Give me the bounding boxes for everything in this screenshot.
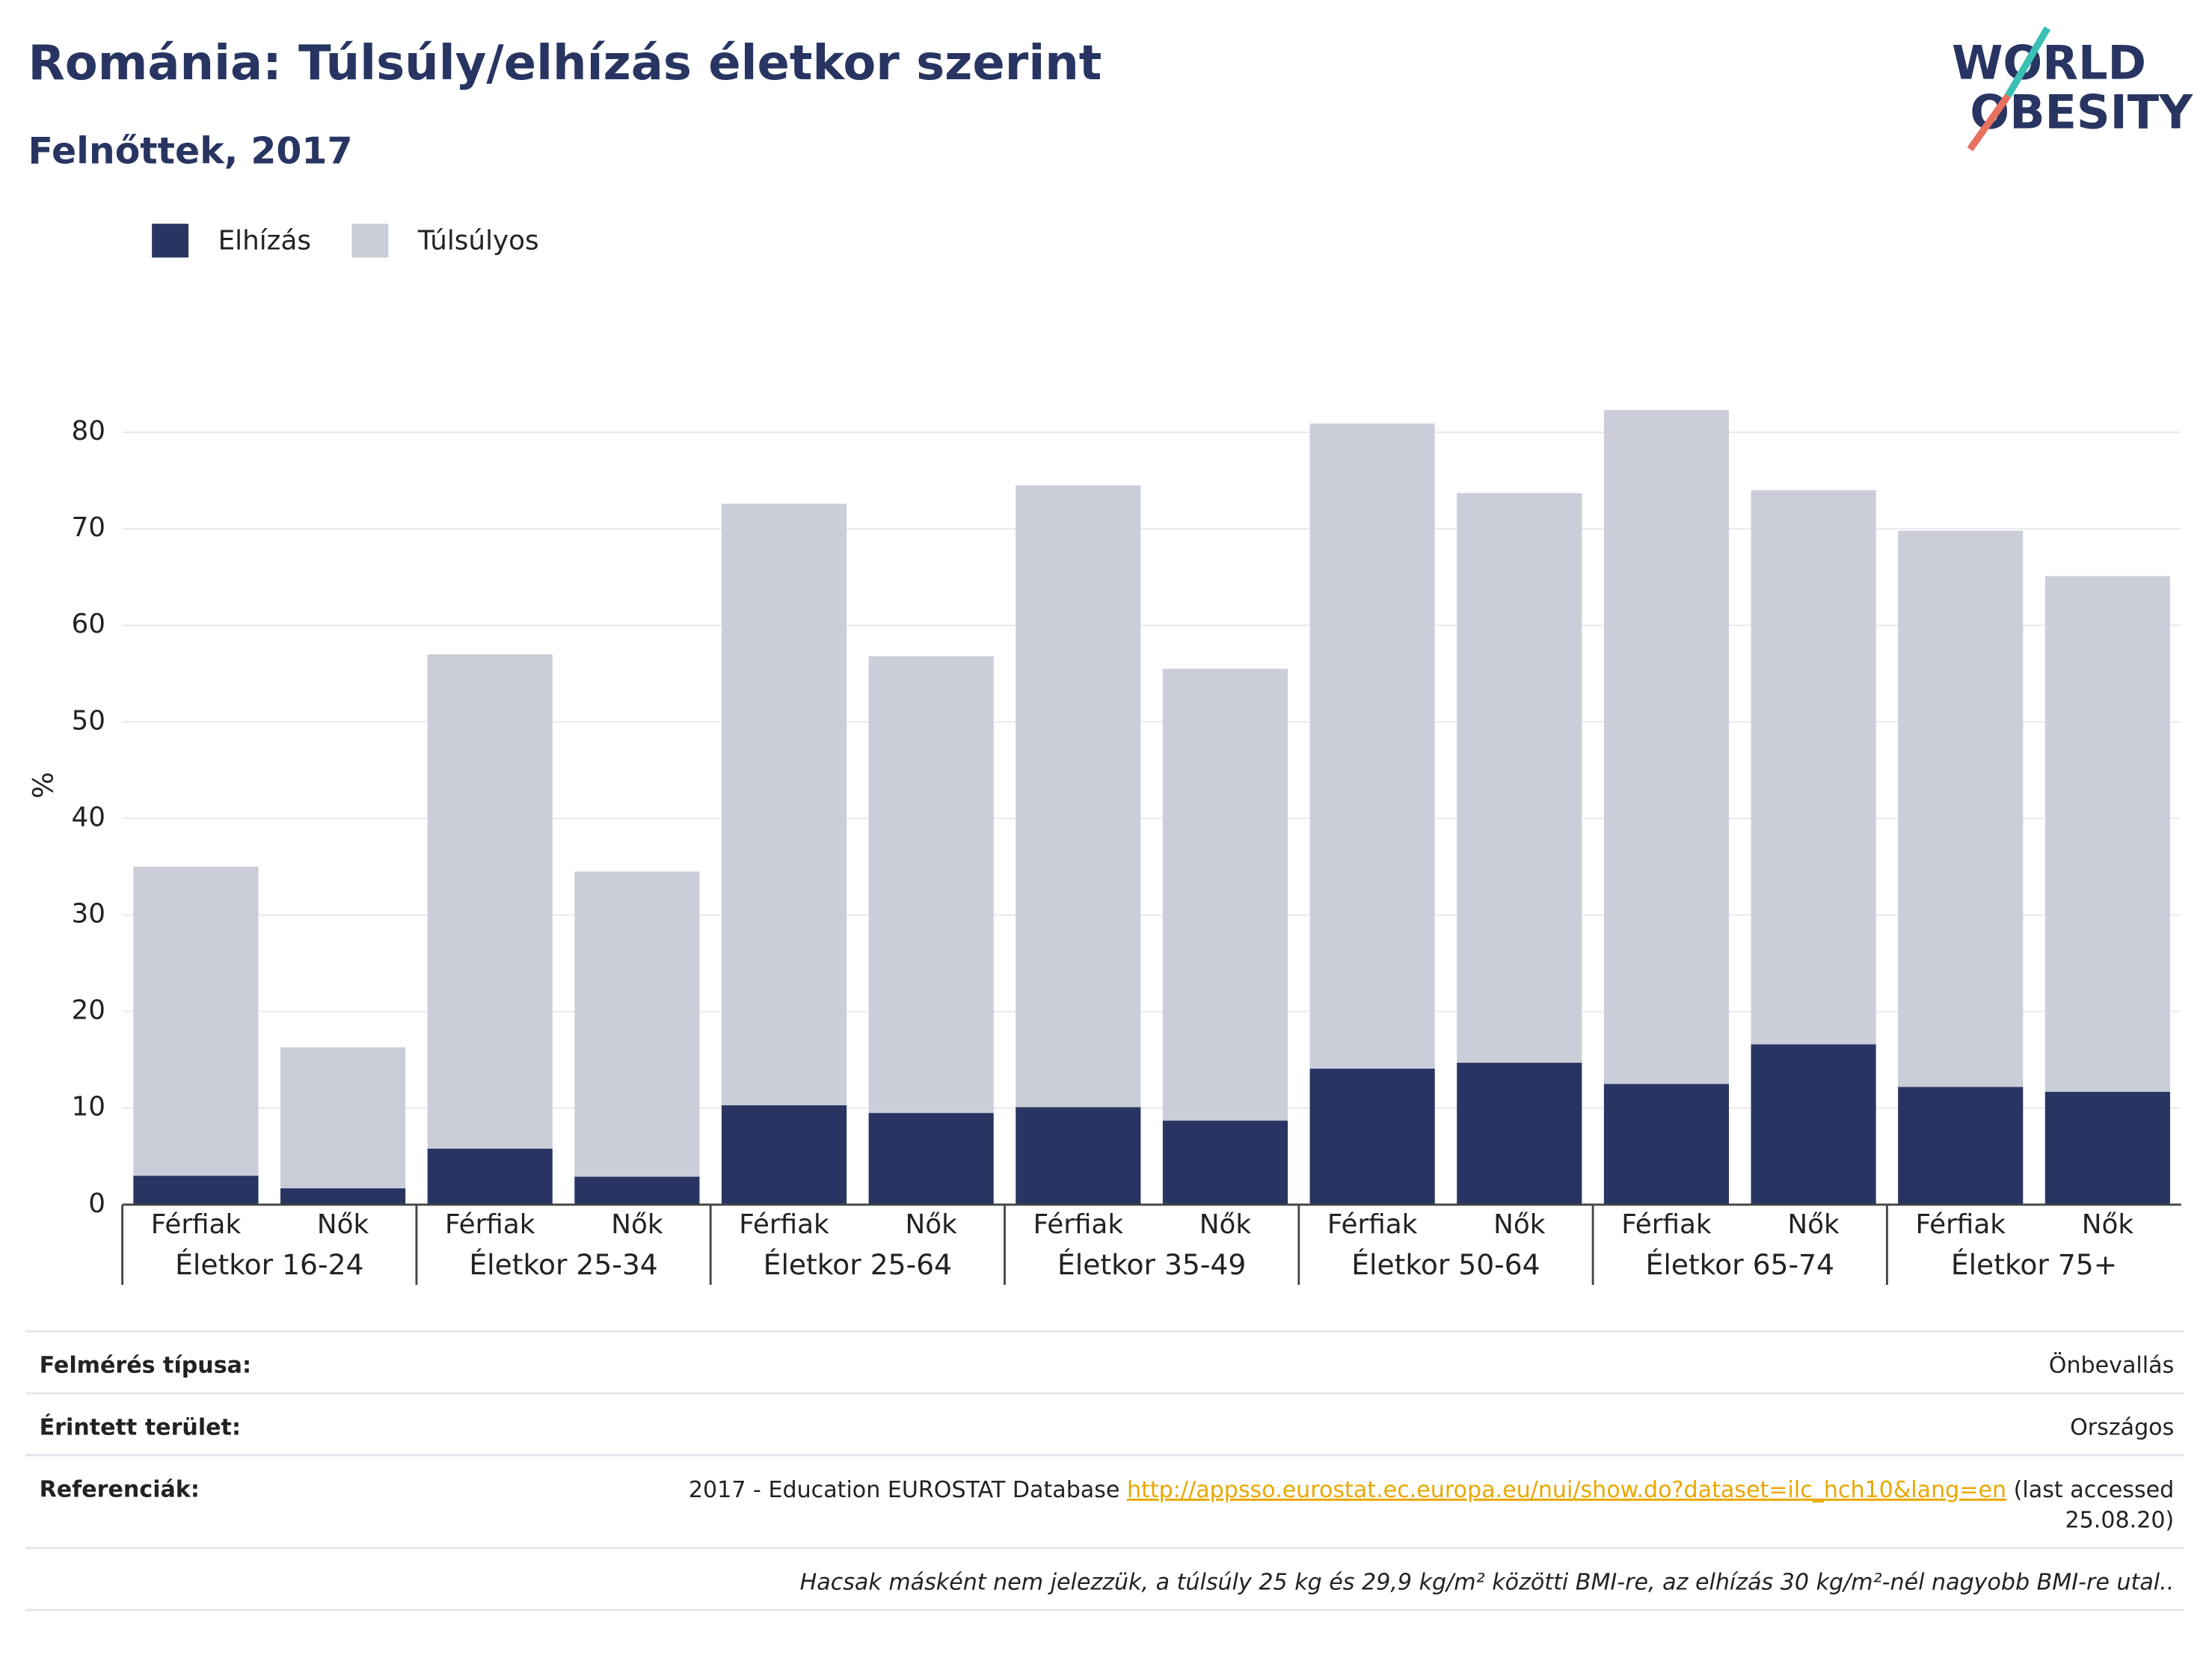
reference-link: http://appsso.eurostat.ec.europa.eu/nui/… <box>1127 1476 2006 1502</box>
chart-subtitle: Felnőttek, 2017 <box>28 130 353 173</box>
y-tick-label: 20 <box>72 995 106 1026</box>
group-label: Életkor 16-24 <box>175 1248 363 1281</box>
x-tick-label: Férfiak <box>1621 1209 1712 1240</box>
bar-segment <box>1162 669 1288 1121</box>
reference-suffix: 25.08.20) <box>2065 1508 2175 1534</box>
chart-title: Románia: Túlsúly/elhízás életkor szerint <box>28 36 1102 91</box>
y-tick-label: 50 <box>72 705 106 736</box>
x-tick-label: Férfiak <box>1327 1209 1418 1240</box>
group-label: Életkor 35-49 <box>1057 1248 1246 1281</box>
logo-text: OBESITY <box>1970 85 2193 139</box>
bar-segment <box>1457 493 1582 1063</box>
bar-segment <box>1457 1063 1582 1205</box>
bar-segment <box>1309 423 1435 1069</box>
group-label: Életkor 50-64 <box>1351 1248 1540 1281</box>
y-tick-label: 60 <box>72 609 106 639</box>
bar-segment <box>868 1113 994 1205</box>
bar-segment <box>427 1148 553 1205</box>
legend-swatch <box>152 224 189 258</box>
bar-segment <box>1016 1107 1141 1205</box>
bar-segment <box>574 1176 700 1205</box>
bar-segment <box>133 866 259 1176</box>
bar-segment <box>133 1176 259 1205</box>
reference-value: 2017 - Education EUROSTAT Database http:… <box>689 1476 2174 1502</box>
bar-segment <box>721 1105 847 1205</box>
y-axis-label: % <box>27 772 60 799</box>
x-tick-label: Nők <box>906 1209 958 1240</box>
x-tick-label: Nők <box>2082 1209 2134 1240</box>
bar-segment <box>280 1047 406 1188</box>
group-label: Életkor 65-74 <box>1646 1248 1834 1281</box>
bar-segment <box>1309 1068 1435 1205</box>
row-label: Referenciák: <box>40 1476 200 1502</box>
x-tick-label: Nők <box>1199 1209 1252 1240</box>
bar-segment <box>1162 1120 1288 1205</box>
row-value: Önbevallás <box>2049 1352 2174 1379</box>
y-tick-label: 0 <box>88 1188 105 1219</box>
legend-label: Túlsúlyos <box>417 226 539 257</box>
bar-segment <box>574 871 700 1177</box>
row-value: Országos <box>2070 1415 2174 1441</box>
bar-segment <box>1898 1087 2024 1205</box>
logo: WORLD OBESITY <box>1952 26 2193 152</box>
logo-slash <box>2005 26 2050 98</box>
note: Hacsak másként nem jelezzük, a túlsúly 2… <box>800 1570 2175 1596</box>
x-tick-label: Férfiak <box>445 1209 535 1240</box>
bar-segment <box>2044 576 2170 1092</box>
legend-label: Elhízás <box>218 226 311 257</box>
bar-segment <box>427 654 553 1149</box>
y-tick-label: 10 <box>72 1092 106 1123</box>
bar-segment <box>280 1188 406 1205</box>
bar-segment <box>1751 1044 1876 1205</box>
x-tick-label: Férfiak <box>739 1209 829 1240</box>
bar-segment <box>868 656 994 1114</box>
x-tick-label: Nők <box>1787 1209 1840 1240</box>
y-tick-label: 80 <box>72 416 106 446</box>
row-label: Felmérés típusa: <box>40 1353 251 1379</box>
group-label: Életkor 75+ <box>1951 1248 2117 1281</box>
bar-segment <box>721 503 847 1105</box>
x-tick-label: Férfiak <box>1916 1209 2006 1240</box>
bar-segment <box>2044 1091 2170 1205</box>
bar-segment <box>1603 1084 1730 1205</box>
x-tick-label: Férfiak <box>151 1209 242 1240</box>
group-label: Életkor 25-64 <box>764 1248 952 1281</box>
bar-segment <box>1751 490 1876 1045</box>
y-tick-label: 70 <box>72 512 106 543</box>
y-tick-label: 40 <box>72 802 106 832</box>
legend-swatch <box>351 224 389 258</box>
y-tick-label: 30 <box>72 899 106 930</box>
bar-segment <box>1016 485 1141 1108</box>
group-label: Életkor 25-34 <box>469 1248 657 1281</box>
x-tick-label: Nők <box>317 1209 369 1240</box>
x-tick-label: Nők <box>1493 1209 1546 1240</box>
x-tick-label: Férfiak <box>1033 1209 1124 1240</box>
x-tick-label: Nők <box>611 1209 663 1240</box>
bar-segment <box>1603 410 1730 1084</box>
logo-text: WORLD <box>1952 36 2146 90</box>
row-label: Érintett terület: <box>40 1414 241 1441</box>
reference-text: 2017 - Education EUROSTAT Database <box>689 1476 1120 1502</box>
bar-segment <box>1898 530 2024 1087</box>
reference-suffix: (last accessed <box>2014 1476 2175 1502</box>
logo-slash <box>1967 93 2012 152</box>
